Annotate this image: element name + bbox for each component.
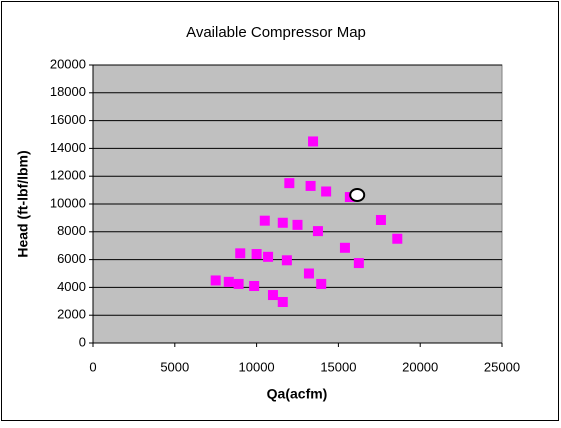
y-tick-label: 18000 xyxy=(50,84,86,99)
point xyxy=(277,296,288,307)
point xyxy=(305,180,316,191)
y-tick-label: 2000 xyxy=(57,307,86,322)
point xyxy=(210,275,221,286)
y-tick-label: 8000 xyxy=(57,223,86,238)
x-axis-title: Qa(acfm) xyxy=(267,386,328,402)
point xyxy=(263,251,274,262)
point xyxy=(353,258,364,269)
point xyxy=(312,226,323,237)
point xyxy=(284,178,295,189)
point xyxy=(303,268,314,279)
y-axis-title: Head (ft-lbf/lbm) xyxy=(15,150,31,257)
point xyxy=(233,278,244,289)
x-tick-label: 20000 xyxy=(402,359,438,374)
y-tick-label: 10000 xyxy=(50,195,86,210)
y-tick-label: 0 xyxy=(79,334,86,349)
point xyxy=(267,290,278,301)
point xyxy=(235,248,246,259)
y-tick-label: 16000 xyxy=(50,112,86,127)
chart-title: Available Compressor Map xyxy=(186,24,366,41)
point xyxy=(251,249,262,260)
point xyxy=(392,233,403,244)
point xyxy=(316,278,327,289)
x-tick-label: 25000 xyxy=(484,359,520,374)
x-tick-label: 5000 xyxy=(160,359,189,374)
point xyxy=(375,214,386,225)
point xyxy=(321,186,332,197)
y-tick-label: 14000 xyxy=(50,140,86,155)
point xyxy=(249,281,260,292)
x-tick-label: 15000 xyxy=(320,359,356,374)
point xyxy=(308,136,319,147)
point xyxy=(281,255,292,266)
y-tick-label: 4000 xyxy=(57,279,86,294)
x-tick-label: 0 xyxy=(89,359,96,374)
y-tick-label: 12000 xyxy=(50,168,86,183)
y-tick-label: 20000 xyxy=(50,56,86,71)
point xyxy=(292,219,303,230)
point xyxy=(339,242,350,253)
point xyxy=(277,217,288,228)
point xyxy=(259,215,270,226)
x-tick-label: 10000 xyxy=(239,359,275,374)
point xyxy=(349,187,366,202)
y-tick-label: 6000 xyxy=(57,251,86,266)
point xyxy=(223,276,234,287)
